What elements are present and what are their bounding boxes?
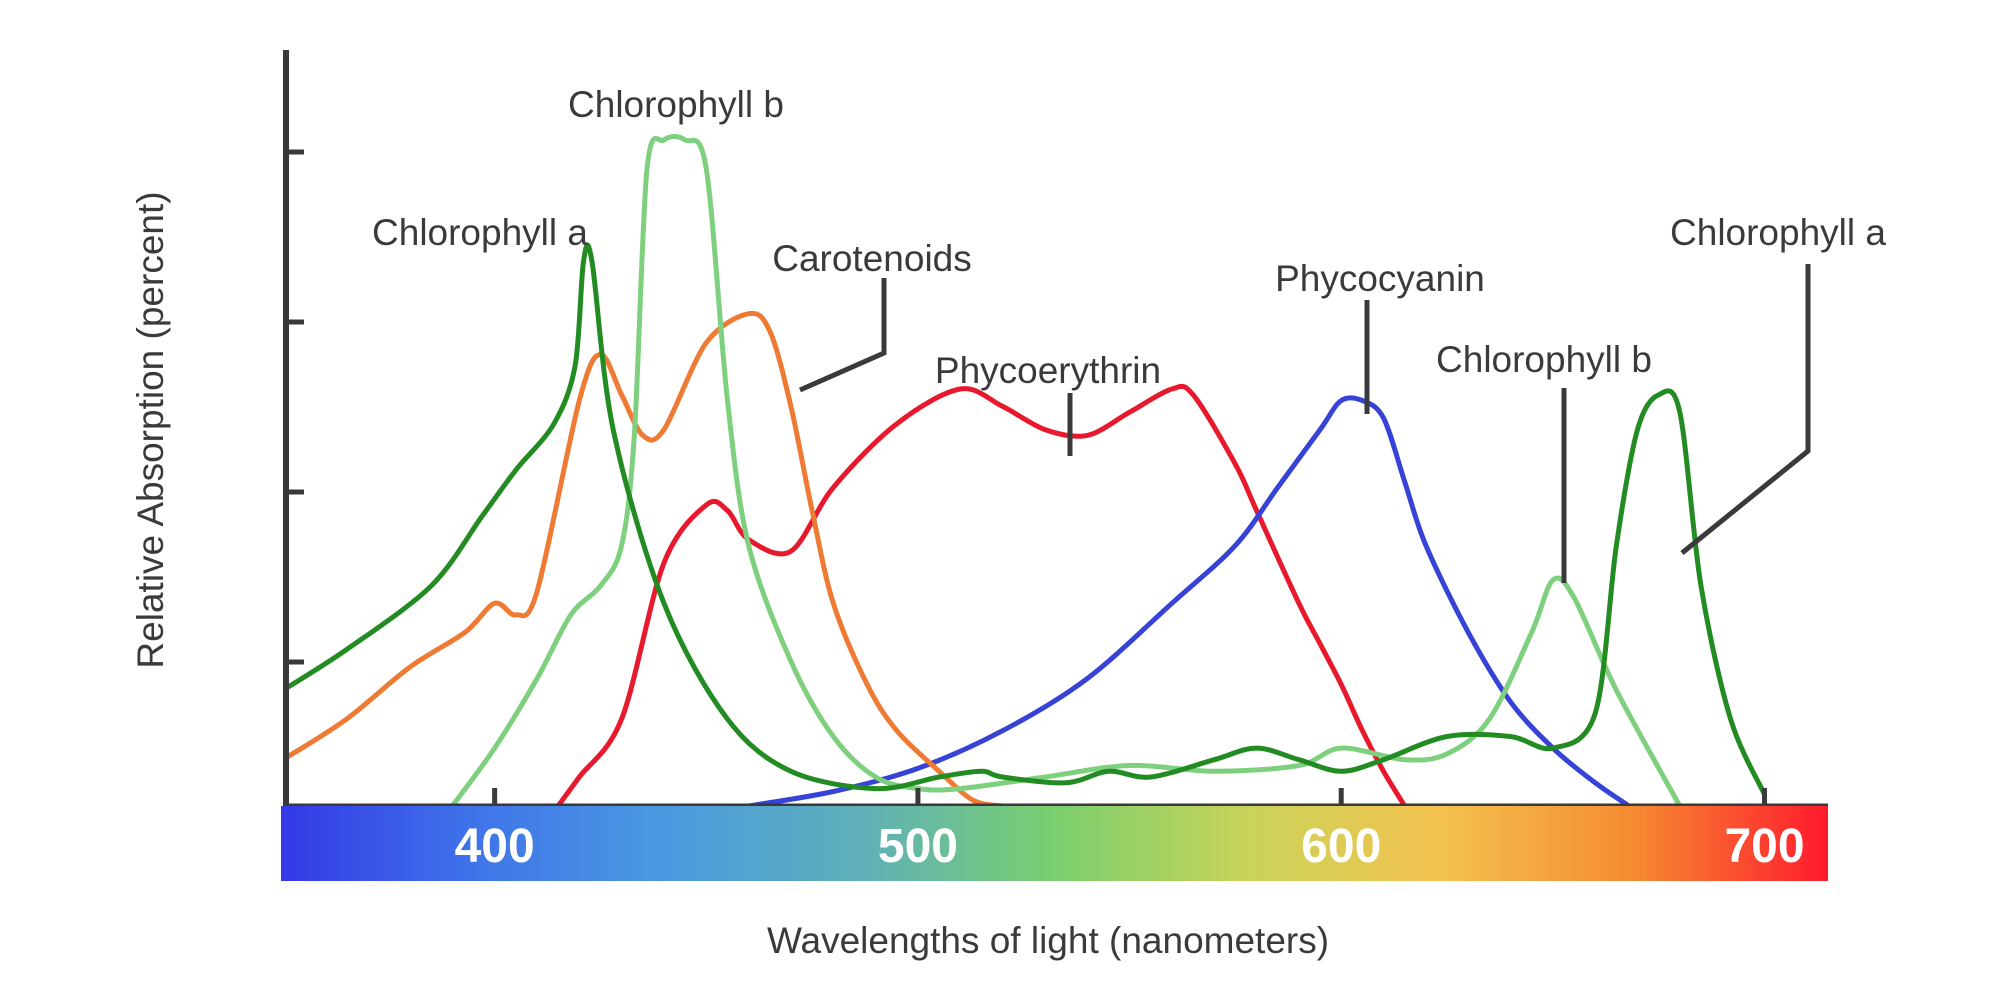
y-axis-ticks [286,149,304,665]
series-line-chlorophyll-a-0 [283,242,1767,797]
y-axis-title: Relative Absorption (percent) [130,191,171,668]
x-tick-label-500: 500 [878,820,958,873]
annotation-labels: Chlorophyll b Chlorophyll a Carotenoids … [372,84,1886,391]
x-tick-label-600: 600 [1301,820,1381,873]
chlorophyll-a-right-label: Chlorophyll a [1670,212,1886,253]
x-tick-label-400: 400 [455,820,535,873]
series-lines [283,134,1767,806]
chlorophyll-b-label: Chlorophyll b [568,84,784,125]
x-axis-title: Wavelengths of light (nanometers) [767,920,1329,961]
chlorophyll-a-right-leader [1680,264,1811,555]
chlorophyll-b-right-label: Chlorophyll b [1436,339,1652,380]
x-tick-labels: 400 500 600 700 [455,820,1805,873]
chlorophyll-a-label: Chlorophyll a [372,212,588,253]
spectrum-bar [281,806,1828,881]
x-axis-ticks [492,788,1768,806]
x-tick-label-700: 700 [1724,820,1804,873]
series-line-carotenoids-2 [283,310,1006,806]
series-line-chlorophyll-b-1 [449,134,1683,806]
phycocyanin-label: Phycocyanin [1275,258,1485,299]
phycoerythrin-label: Phycoerythrin [935,350,1161,391]
carotenoids-label: Carotenoids [772,238,972,279]
series-line-phycoerythrin-3 [555,383,1408,806]
carotenoids-leader [798,278,887,393]
annotation-leaders [798,264,1811,583]
series-line-phycocyanin-4 [746,395,1632,806]
